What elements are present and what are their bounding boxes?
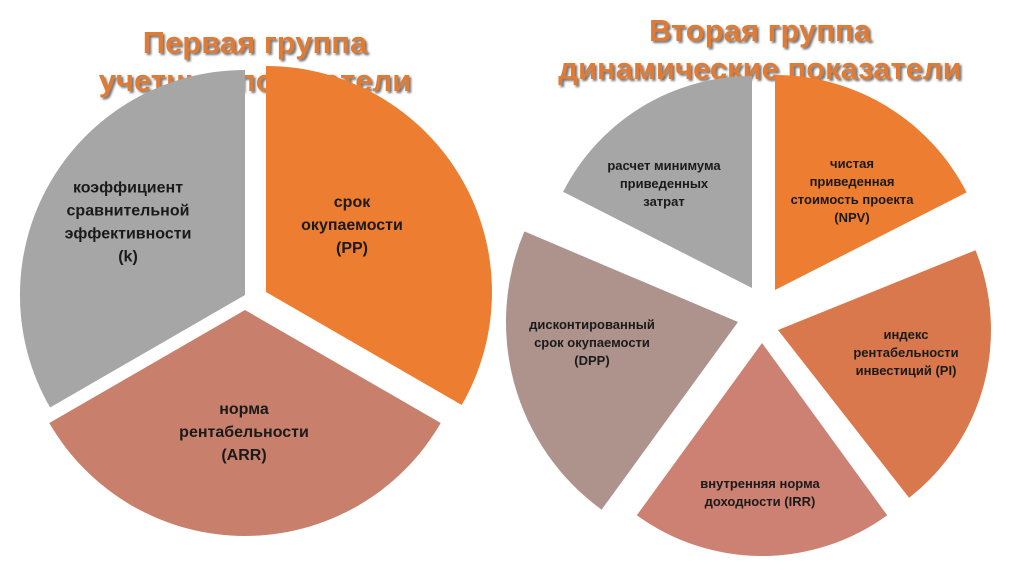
right-slice-1-label-line-3: (NPV) [834, 210, 869, 225]
right-slice-4-label-line-0: дисконтированный [529, 317, 655, 332]
right-slice-3-label: внутренняя норма доходности (IRR) [700, 476, 820, 509]
left-slice-2-label: норма рентабельности (ARR) [179, 401, 309, 464]
left-slice-0-label-line-1: сравнительной [67, 203, 190, 220]
right-slice-1-label-line-0: чистая [830, 156, 874, 171]
right-slice-1-label-line-2: стоимость проекта [791, 192, 915, 207]
left-title-line1: Первая группа [142, 25, 368, 60]
left-slice-2-label-line-2: (ARR) [221, 447, 266, 464]
right-slice-0-label-line-0: расчет минимума [607, 158, 721, 173]
left-slice-2 [49, 310, 441, 536]
left-slice-1-label: срок окупаемости (PP) [301, 194, 403, 257]
right-title-line1: Вторая группа [649, 13, 871, 48]
left-slice-0-label-line-2: эффективности [65, 226, 192, 243]
right-slice-4-label-line-1: срок окупаемости [534, 335, 650, 350]
left-slice-0-label-line-3: (k) [118, 249, 138, 266]
left-slice-0-label: коэффициент сравнительной эффективности (k) [65, 180, 192, 266]
right-slice-3-label-line-0: внутренняя норма [700, 476, 820, 491]
right-slice-0 [563, 76, 752, 288]
right-slice-4-label: дисконтированный срок окупаемости (DPP) [529, 317, 655, 368]
left-slice-1-label-line-1: окупаемости [301, 217, 403, 234]
right-slice-1-label: чистая приведенная стоимость проекта (NPV) [791, 156, 915, 225]
right-slice-0-label-line-1: приведенных [620, 176, 709, 191]
right-title-line2: динамические показатели [558, 51, 962, 86]
right-slice-2-label: индекс рентабельности инвестиций (PI) [853, 327, 958, 378]
left-slice-1-label-line-0: срок [334, 194, 371, 211]
left-slice-1-label-line-2: (PP) [336, 240, 368, 257]
right-slice-3 [636, 343, 888, 556]
left-slice-0 [19, 69, 245, 408]
left-slice-2-label-line-1: рентабельности [179, 424, 309, 441]
right-slice-0-label: расчет минимума приведенных затрат [607, 158, 721, 209]
right-slice-0-label-line-2: затрат [643, 194, 684, 209]
right-slice-2-label-line-1: рентабельности [853, 345, 958, 360]
left-slice-0-label-line-0: коэффициент [73, 180, 183, 197]
right-slice-1 [775, 74, 967, 290]
right-slice-4-label-line-2: (DPP) [574, 353, 609, 368]
right-slice-1-label-line-1: приведенная [810, 174, 895, 189]
right-slice-2-label-line-0: индекс [884, 327, 929, 342]
left-slice-1 [266, 66, 492, 405]
left-slice-2-label-line-0: норма [219, 401, 269, 418]
right-slice-3-label-line-1: доходности (IRR) [705, 494, 816, 509]
right-slice-4 [505, 231, 738, 510]
right-group-title: Вторая группа динамические показатели [520, 12, 1000, 88]
right-slice-2 [778, 250, 991, 498]
right-slice-2-label-line-2: инвестиций (PI) [856, 363, 957, 378]
